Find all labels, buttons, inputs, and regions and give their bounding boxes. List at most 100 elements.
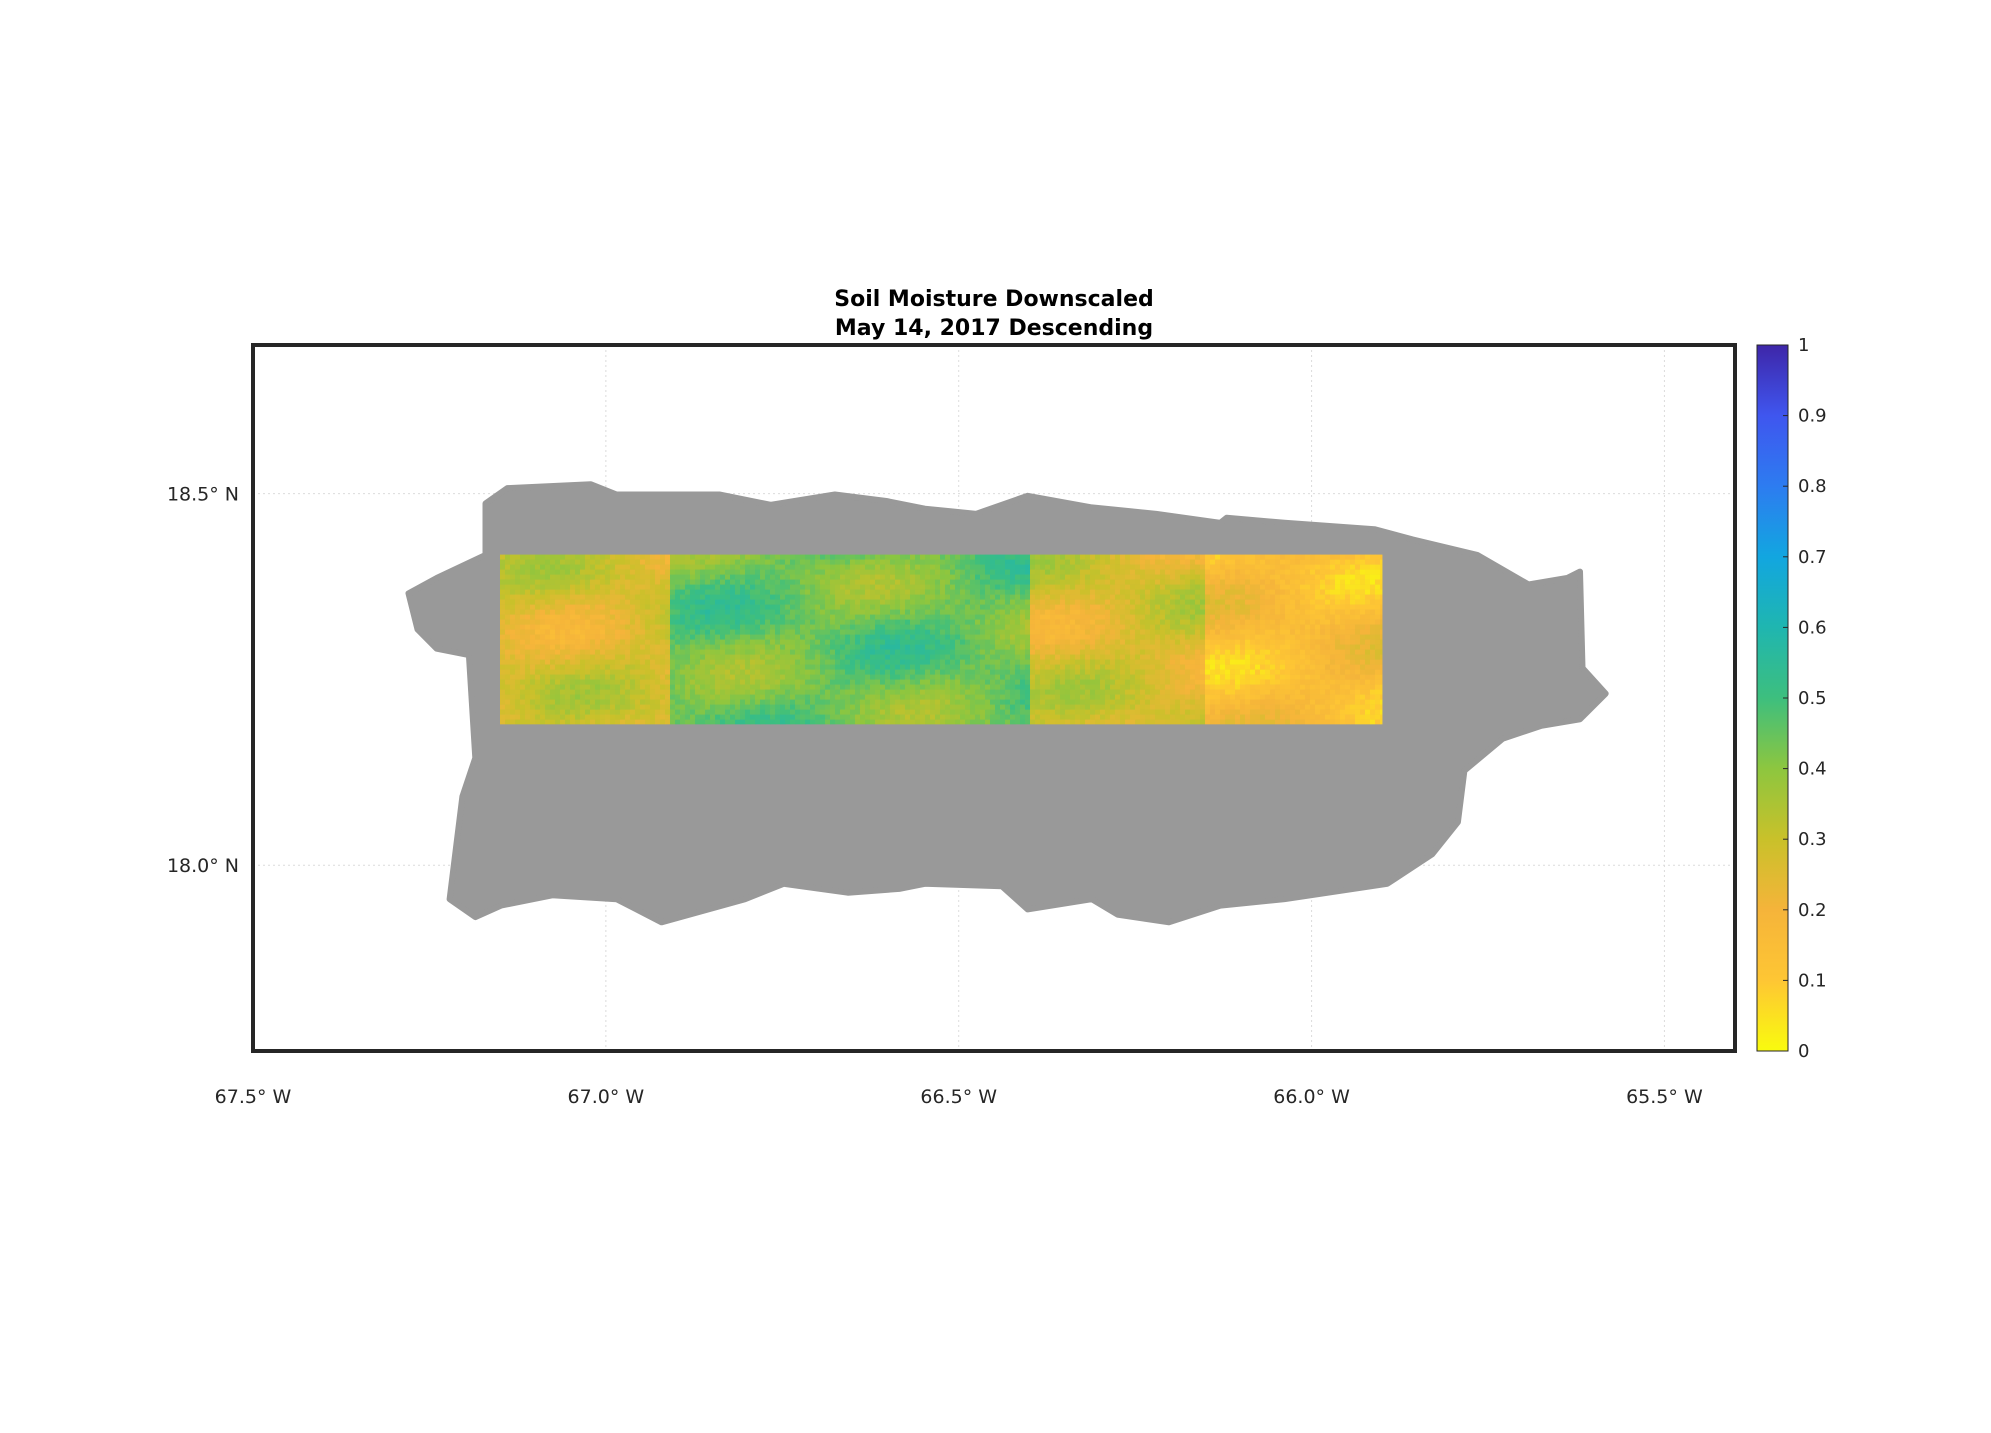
heatmap-cell (845, 669, 851, 675)
heatmap-cell (1095, 644, 1101, 650)
heatmap-cell (1230, 644, 1236, 650)
heatmap-cell (945, 554, 951, 560)
heatmap-cell (600, 689, 606, 695)
heatmap-cell (1135, 589, 1141, 595)
heatmap-cell (745, 644, 751, 650)
heatmap-cell (1185, 629, 1191, 635)
heatmap-cell (840, 614, 846, 620)
heatmap-cell (1165, 634, 1171, 640)
heatmap-cell (685, 554, 691, 560)
heatmap-cell (670, 629, 676, 635)
heatmap-cell (1350, 684, 1356, 690)
heatmap-cell (1055, 619, 1061, 625)
heatmap-cell (1280, 574, 1286, 580)
heatmap-cell (1320, 579, 1326, 585)
heatmap-cell (660, 609, 666, 615)
heatmap-cell (1205, 604, 1211, 610)
heatmap-cell (1340, 564, 1346, 570)
heatmap-cell (1260, 674, 1266, 680)
heatmap-cell (515, 684, 521, 690)
heatmap-cell (1225, 589, 1231, 595)
heatmap-cell (935, 649, 941, 655)
heatmap-cell (1205, 649, 1211, 655)
heatmap-cell (1250, 649, 1256, 655)
heatmap-cell (895, 634, 901, 640)
heatmap-cell (860, 659, 866, 665)
heatmap-cell (570, 694, 576, 700)
heatmap-cell (750, 644, 756, 650)
heatmap-cell (1340, 574, 1346, 580)
heatmap-cell (950, 629, 956, 635)
heatmap-cell (1380, 664, 1383, 670)
heatmap-cell (985, 639, 991, 645)
heatmap-cell (1345, 664, 1351, 670)
heatmap-cell (710, 669, 716, 675)
heatmap-cell (870, 614, 876, 620)
heatmap-cell (795, 679, 801, 685)
heatmap-cell (1025, 679, 1031, 685)
heatmap-cell (1235, 614, 1241, 620)
heatmap-cell (1255, 639, 1261, 645)
heatmap-cell (1355, 579, 1361, 585)
heatmap-cell (1250, 609, 1256, 615)
heatmap-cell (1300, 674, 1306, 680)
heatmap-cell (545, 614, 551, 620)
heatmap-cell (900, 594, 906, 600)
heatmap-cell (1220, 619, 1226, 625)
heatmap-cell (1215, 619, 1221, 625)
heatmap-cell (995, 664, 1001, 670)
heatmap-cell (685, 579, 691, 585)
heatmap-cell (780, 574, 786, 580)
heatmap-cell (540, 694, 546, 700)
heatmap-cell (950, 569, 956, 575)
heatmap-cell (1340, 679, 1346, 685)
heatmap-cell (555, 574, 561, 580)
heatmap-cell (1090, 634, 1096, 640)
heatmap-cell (1065, 609, 1071, 615)
heatmap-cell (860, 674, 866, 680)
heatmap-cell (550, 639, 556, 645)
heatmap-cell (1115, 589, 1121, 595)
heatmap-cell (1180, 689, 1186, 695)
heatmap-cell (895, 679, 901, 685)
heatmap-cell (1240, 569, 1246, 575)
heatmap-cell (1285, 559, 1291, 565)
heatmap-cell (1110, 569, 1116, 575)
heatmap-cell (520, 694, 526, 700)
heatmap-cell (1205, 584, 1211, 590)
heatmap-cell (930, 574, 936, 580)
heatmap-cell (820, 679, 826, 685)
heatmap-cell (1070, 689, 1076, 695)
heatmap-cell (1235, 604, 1241, 610)
heatmap-cell (760, 584, 766, 590)
heatmap-cell (730, 674, 736, 680)
heatmap-cell (1130, 619, 1136, 625)
heatmap-cell (765, 679, 771, 685)
heatmap-cell (1160, 654, 1166, 660)
heatmap-cell (830, 649, 836, 655)
heatmap-cell (620, 619, 626, 625)
heatmap-cell (900, 574, 906, 580)
heatmap-cell (805, 654, 811, 660)
heatmap-cell (1380, 584, 1383, 590)
heatmap-cell (530, 554, 536, 560)
heatmap-cell (635, 574, 641, 580)
heatmap-cell (535, 599, 541, 605)
heatmap-cell (1190, 624, 1196, 630)
heatmap-cell (535, 619, 541, 625)
heatmap-cell (1015, 594, 1021, 600)
heatmap-cell (615, 604, 621, 610)
heatmap-cell (1330, 639, 1336, 645)
heatmap-cell (605, 609, 611, 615)
heatmap-cell (1260, 559, 1266, 565)
heatmap-cell (1315, 584, 1321, 590)
heatmap-cell (1115, 669, 1121, 675)
heatmap-cell (805, 689, 811, 695)
heatmap-cell (1270, 624, 1276, 630)
heatmap-cell (1300, 649, 1306, 655)
heatmap-cell (535, 664, 541, 670)
heatmap-cell (1250, 584, 1256, 590)
heatmap-cell (810, 624, 816, 630)
heatmap-cell (625, 554, 631, 560)
heatmap-cell (1080, 594, 1086, 600)
